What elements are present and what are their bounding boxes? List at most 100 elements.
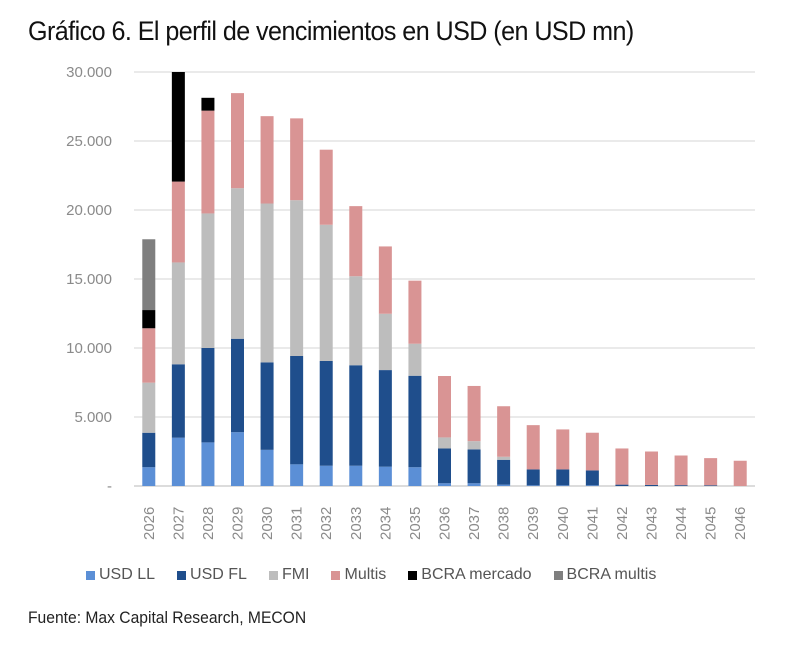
bar-usd-ll-2037 <box>467 483 481 486</box>
bar-stack-2038 <box>497 406 511 486</box>
x-tick-label: 2026 <box>141 507 158 540</box>
x-tick-label: 2027 <box>170 507 187 540</box>
x-tick-label: 2044 <box>673 507 690 540</box>
bar-stack-2044 <box>674 455 688 486</box>
bar-fmi-2033 <box>349 276 363 366</box>
source-note: Fuente: Max Capital Research, MECON <box>28 608 307 627</box>
bar-bcra-mercado-2027 <box>171 72 185 182</box>
bar-stack-2034 <box>378 246 392 486</box>
bar-fmi-2027 <box>171 262 185 365</box>
bar-fmi-2030 <box>260 203 274 363</box>
bar-multis-2033 <box>349 206 363 277</box>
bar-usd-fl-2034 <box>378 370 392 467</box>
legend-label: Multis <box>344 566 387 583</box>
bar-usd-fl-2040 <box>556 469 570 486</box>
bar-stack-2043 <box>645 451 658 486</box>
y-tick-label: 30.000 <box>66 64 112 81</box>
x-tick-label: 2036 <box>437 507 454 540</box>
bar-stack-2041 <box>585 432 599 486</box>
legend-swatch <box>553 570 563 580</box>
bar-multis-2032 <box>319 149 333 225</box>
bar-usd-fl-2031 <box>290 356 304 465</box>
legend-item-fmi: FMI <box>268 566 309 584</box>
x-tick-label: 2031 <box>289 507 306 540</box>
bar-usd-fl-2044 <box>674 485 688 486</box>
bar-bcra-multis-2026 <box>142 239 156 311</box>
bars <box>142 72 747 486</box>
bar-usd-fl-2033 <box>349 365 363 466</box>
bar-usd-fl-2041 <box>585 470 599 486</box>
bar-stack-2035 <box>408 280 422 486</box>
bar-multis-2041 <box>585 432 599 471</box>
x-tick-label: 2037 <box>466 507 483 540</box>
bar-multis-2040 <box>556 429 570 470</box>
bar-usd-ll-2026 <box>142 467 156 486</box>
y-tick-label: 20.000 <box>66 202 112 219</box>
legend-label: USD FL <box>190 566 247 583</box>
bar-stack-2027 <box>171 72 185 486</box>
bar-usd-ll-2035 <box>408 467 422 486</box>
bar-usd-fl-2026 <box>142 432 156 468</box>
x-tick-label: 2046 <box>732 507 749 540</box>
bar-usd-ll-2033 <box>349 465 363 486</box>
chart-canvas: - 5.000 10.000 15.000 20.000 25.000 30.000 202… <box>66 64 755 540</box>
bar-usd-fl-2029 <box>231 338 244 433</box>
y-axis: - 5.000 10.000 15.000 20.000 25.000 30.000 <box>66 64 112 495</box>
legend-item-bcra-multis: BCRA multis <box>553 566 656 584</box>
bar-usd-ll-2032 <box>319 465 333 486</box>
bar-multis-2039 <box>526 425 540 470</box>
bar-multis-2035 <box>408 280 422 344</box>
bar-fmi-2028 <box>201 213 215 348</box>
bar-fmi-2035 <box>408 343 422 376</box>
legend-swatch <box>408 570 418 580</box>
bar-stack-2029 <box>231 93 244 486</box>
bar-multis-2030 <box>260 116 274 204</box>
bar-usd-fl-2042 <box>615 484 629 486</box>
bar-stack-2032 <box>319 149 333 486</box>
x-tick-label: 2039 <box>525 507 542 540</box>
bar-multis-2028 <box>201 110 215 214</box>
x-tick-label: 2042 <box>614 507 631 540</box>
x-tick-label: 2040 <box>555 507 572 540</box>
legend-swatch <box>177 570 187 580</box>
x-tick-label: 2029 <box>230 507 247 540</box>
bar-stack-2033 <box>349 206 363 486</box>
legend-item-multis: Multis <box>331 566 386 584</box>
bar-stack-2031 <box>290 118 304 486</box>
chart-title: Gráfico 6. El perfil de vencimientos en … <box>28 16 634 46</box>
bar-stack-2030 <box>260 116 274 486</box>
bar-stack-2036 <box>438 376 451 486</box>
bar-usd-fl-2028 <box>201 348 215 443</box>
bar-usd-ll-2041 <box>585 485 599 486</box>
bar-fmi-2026 <box>142 382 156 433</box>
x-tick-label: 2043 <box>644 507 661 540</box>
y-tick-label: - <box>107 478 112 495</box>
bar-stack-2042 <box>615 448 629 486</box>
bar-bcra-mercado-2028 <box>201 97 215 111</box>
bar-usd-ll-2038 <box>497 484 511 486</box>
bar-usd-fl-2043 <box>645 484 658 486</box>
bar-stack-2045 <box>704 458 718 486</box>
bar-usd-fl-2030 <box>260 362 274 450</box>
bar-fmi-2029 <box>231 188 244 339</box>
bar-usd-fl-2045 <box>704 485 718 486</box>
y-tick-label: 10.000 <box>66 340 112 357</box>
x-tick-label: 2032 <box>318 507 335 540</box>
bar-usd-ll-2030 <box>260 449 274 486</box>
bar-usd-fl-2036 <box>438 448 451 484</box>
bar-stack-2046 <box>733 460 747 486</box>
legend: USD LL USD FL FMI Multis BCRA mercado BCRA mu… <box>86 566 678 584</box>
bar-usd-ll-2028 <box>201 442 215 486</box>
bar-fmi-2038 <box>497 456 511 460</box>
bar-usd-fl-2035 <box>408 375 422 468</box>
bar-fmi-2037 <box>467 441 481 450</box>
x-tick-label: 2034 <box>377 507 394 540</box>
bar-multis-2045 <box>704 458 718 486</box>
y-tick-label: 15.000 <box>66 271 112 288</box>
bar-fmi-2031 <box>290 200 304 357</box>
bar-multis-2037 <box>467 385 481 442</box>
y-tick-label: 5.000 <box>74 409 112 426</box>
bar-fmi-2032 <box>319 224 333 361</box>
bar-multis-2029 <box>231 93 244 189</box>
x-tick-label: 2030 <box>259 507 276 540</box>
